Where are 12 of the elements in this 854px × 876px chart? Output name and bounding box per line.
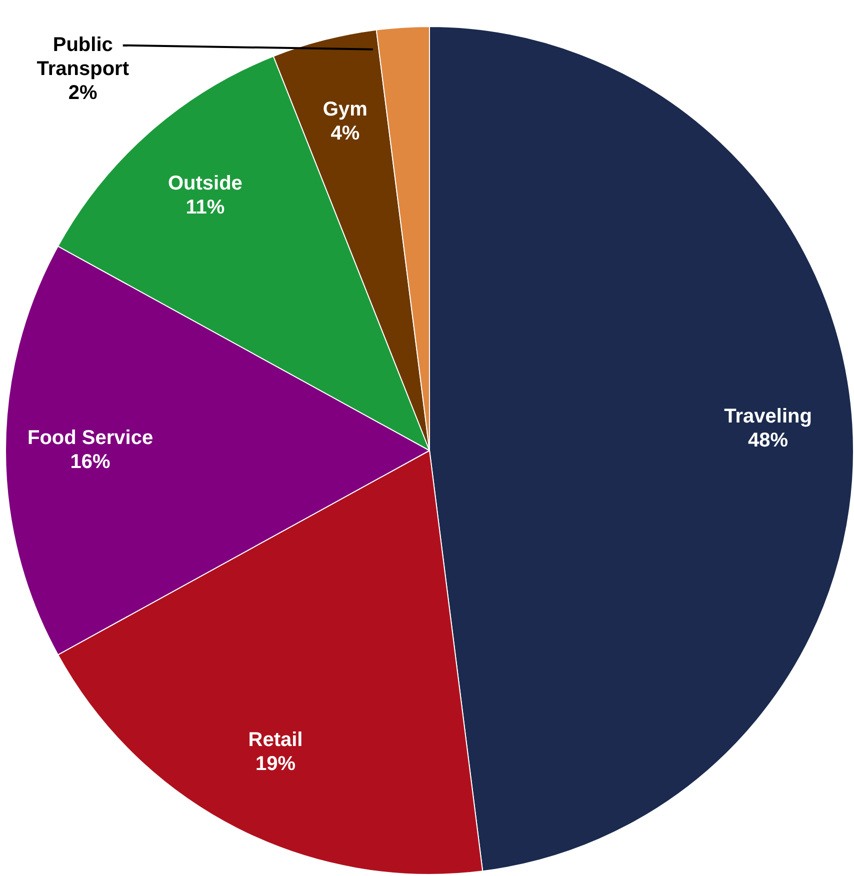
data-label: 2% <box>68 82 98 104</box>
data-label: 16% <box>70 451 111 474</box>
slice-label: Public Transport <box>36 34 130 80</box>
data-label: 48% <box>748 430 788 452</box>
slice-label: Outside <box>168 172 242 195</box>
slice-label: Retail <box>248 729 303 752</box>
slice-label: Gym <box>322 98 368 120</box>
slice-label: Food Service <box>27 427 154 450</box>
data-label: 19% <box>255 753 296 776</box>
slice-label: Traveling <box>724 406 812 428</box>
data-label: 11% <box>186 196 225 219</box>
data-label: 4% <box>330 122 360 144</box>
